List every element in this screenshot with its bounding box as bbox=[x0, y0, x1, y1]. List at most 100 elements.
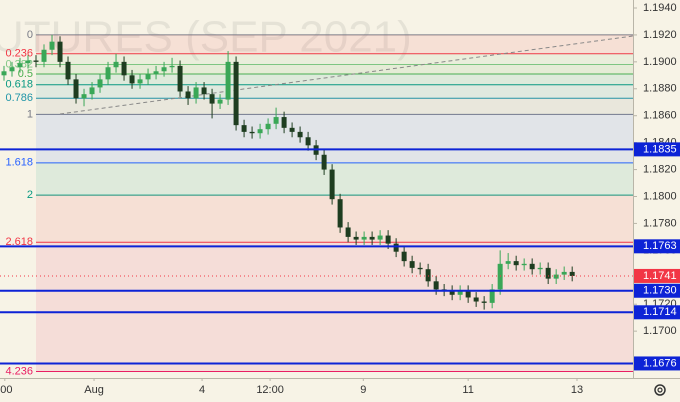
last-price-label: 1.1741 bbox=[643, 270, 677, 282]
fib-band bbox=[36, 73, 633, 85]
fib-band bbox=[36, 195, 633, 243]
candle-body bbox=[105, 67, 111, 80]
x-tick-label: 13 bbox=[571, 384, 583, 396]
candle-body bbox=[209, 94, 215, 104]
candle-body bbox=[57, 41, 63, 62]
candle-body bbox=[297, 131, 303, 138]
candle-body bbox=[537, 267, 543, 270]
candle-body bbox=[489, 289, 495, 303]
candle-body bbox=[225, 61, 231, 100]
candle-body bbox=[449, 290, 455, 295]
fib-label: 2 bbox=[27, 189, 33, 201]
candle-body bbox=[305, 137, 311, 146]
x-tick-label: :00 bbox=[0, 384, 12, 396]
fib-band bbox=[36, 84, 633, 99]
y-tick-label: 1.1880 bbox=[643, 83, 677, 95]
candle-body bbox=[433, 281, 439, 290]
y-tick-label: 1.1780 bbox=[643, 217, 677, 229]
candle-body bbox=[169, 65, 175, 68]
candle-body bbox=[401, 251, 407, 262]
level-label: 1.1676 bbox=[643, 357, 677, 369]
trend-line bbox=[59, 35, 634, 115]
y-tick-label: 1.1800 bbox=[643, 190, 677, 202]
candle-body bbox=[1, 71, 7, 76]
candle-body bbox=[569, 271, 575, 276]
candle-body bbox=[561, 271, 567, 275]
y-tick-label: 1.1700 bbox=[643, 325, 677, 337]
candle-body bbox=[473, 297, 479, 302]
candle-body bbox=[33, 60, 39, 62]
candle-body bbox=[481, 301, 487, 303]
candle-body bbox=[177, 65, 183, 92]
last-price-badge bbox=[634, 268, 680, 283]
candle-body bbox=[257, 129, 263, 134]
candle-body bbox=[241, 125, 247, 132]
level-badge bbox=[634, 283, 680, 298]
candle-body bbox=[217, 99, 223, 104]
candle-body bbox=[281, 117, 287, 128]
candle-body bbox=[25, 60, 31, 64]
x-tick-label: 12:00 bbox=[256, 384, 284, 396]
x-tick-label: 4 bbox=[199, 384, 205, 396]
candle-body bbox=[145, 73, 151, 80]
candle-body bbox=[521, 263, 527, 266]
x-tick-label: 11 bbox=[462, 384, 473, 396]
candle-body bbox=[545, 267, 551, 279]
fib-label: 1.618 bbox=[5, 157, 33, 169]
fib-band bbox=[36, 114, 633, 163]
level-badge bbox=[634, 356, 680, 371]
candle-body bbox=[361, 236, 367, 240]
candle-body bbox=[185, 91, 191, 99]
candle-body bbox=[49, 41, 55, 50]
candle-body bbox=[321, 154, 327, 170]
fib-label: 0.786 bbox=[5, 92, 33, 104]
fib-band bbox=[36, 34, 633, 54]
candle-body bbox=[137, 79, 143, 84]
candle-body bbox=[513, 261, 519, 266]
candle-body bbox=[17, 63, 23, 68]
candle-body bbox=[249, 131, 255, 134]
candle-body bbox=[201, 87, 207, 95]
fib-label: 4.236 bbox=[5, 365, 33, 377]
level-label: 1.1763 bbox=[643, 240, 677, 252]
fib-band bbox=[36, 98, 633, 115]
candle-body bbox=[9, 67, 15, 72]
fib-band bbox=[36, 53, 633, 65]
candle-body bbox=[73, 79, 79, 99]
fib-label: 0.236 bbox=[5, 48, 33, 60]
y-tick-label: 1.1820 bbox=[643, 163, 677, 175]
plot-area: UTURES (SEP 2021)00.2360.3820.50.6180.78… bbox=[0, 13, 634, 377]
candle-body bbox=[233, 61, 239, 126]
level-label: 1.1714 bbox=[643, 306, 677, 318]
y-tick-label: 1.1860 bbox=[643, 110, 677, 122]
candle-body bbox=[273, 117, 279, 124]
candle-body bbox=[129, 75, 135, 84]
candle-body bbox=[289, 127, 295, 132]
candle-body bbox=[385, 235, 391, 244]
candle-body bbox=[329, 169, 335, 200]
candle-body bbox=[353, 236, 359, 240]
candle-body bbox=[425, 269, 431, 282]
x-tick-label: Aug bbox=[84, 384, 104, 396]
fib-label: 0.618 bbox=[5, 79, 33, 91]
candle-body bbox=[553, 274, 559, 279]
candle-body bbox=[505, 261, 511, 264]
fib-label: 1 bbox=[27, 108, 33, 120]
candle-body bbox=[65, 61, 71, 80]
candle-body bbox=[465, 290, 471, 298]
level-badge bbox=[634, 142, 680, 157]
settings-icon[interactable] bbox=[654, 384, 666, 396]
candle-body bbox=[193, 87, 199, 99]
y-tick-label: 1.1900 bbox=[643, 56, 677, 68]
candle-body bbox=[417, 267, 423, 270]
level-label: 1.1835 bbox=[643, 143, 677, 155]
candle-body bbox=[81, 94, 87, 99]
candle-body bbox=[121, 61, 127, 76]
candle-body bbox=[265, 123, 271, 130]
candle-body bbox=[153, 71, 159, 74]
y-tick-label: 1.1920 bbox=[643, 29, 677, 41]
fib-label: 2.618 bbox=[5, 236, 33, 248]
candle-body bbox=[41, 49, 47, 62]
candle-body bbox=[377, 235, 383, 240]
